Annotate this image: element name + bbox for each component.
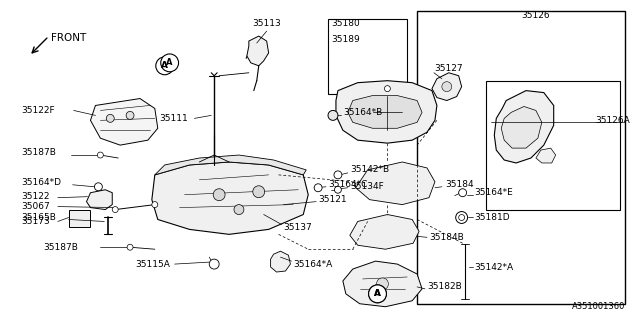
Polygon shape	[348, 96, 422, 128]
Circle shape	[213, 189, 225, 201]
Circle shape	[127, 244, 133, 250]
Polygon shape	[536, 148, 556, 163]
Circle shape	[376, 278, 388, 290]
Text: 35126: 35126	[521, 11, 550, 20]
Text: 35142*B: 35142*B	[350, 165, 389, 174]
Text: 35165B: 35165B	[21, 213, 56, 222]
Polygon shape	[247, 36, 269, 66]
Circle shape	[456, 212, 468, 223]
Circle shape	[334, 171, 342, 179]
Text: 35115A: 35115A	[135, 260, 170, 268]
Circle shape	[369, 285, 387, 303]
Circle shape	[335, 186, 341, 193]
Circle shape	[314, 184, 322, 192]
Polygon shape	[343, 261, 422, 307]
Polygon shape	[152, 162, 308, 234]
Text: 35142*A: 35142*A	[474, 263, 514, 272]
Text: FRONT: FRONT	[51, 33, 86, 43]
Text: 35164*B: 35164*B	[343, 108, 382, 117]
Text: 35126A: 35126A	[595, 116, 630, 125]
Bar	[328, 19, 407, 93]
Circle shape	[126, 111, 134, 119]
Text: 35181D: 35181D	[474, 213, 510, 222]
Text: 35187B: 35187B	[21, 148, 56, 156]
Text: 35122F: 35122F	[21, 106, 55, 115]
Text: 35111: 35111	[160, 114, 189, 123]
Circle shape	[459, 214, 465, 220]
Circle shape	[385, 86, 390, 92]
Text: 35182B: 35182B	[427, 282, 461, 292]
Text: 35180: 35180	[331, 19, 360, 28]
Polygon shape	[494, 91, 554, 163]
Text: 35173: 35173	[21, 217, 50, 226]
Polygon shape	[350, 214, 419, 249]
Text: 35113: 35113	[252, 19, 281, 28]
Circle shape	[106, 114, 114, 122]
Text: 35164*E: 35164*E	[474, 188, 513, 197]
Text: A351001360: A351001360	[572, 302, 625, 311]
Polygon shape	[86, 190, 112, 210]
Text: 35164*A: 35164*A	[293, 260, 333, 268]
Circle shape	[253, 186, 265, 198]
Circle shape	[234, 204, 244, 214]
Circle shape	[95, 183, 102, 191]
Text: 35067: 35067	[21, 202, 50, 211]
Circle shape	[161, 54, 179, 72]
Circle shape	[97, 152, 103, 158]
Polygon shape	[432, 73, 461, 100]
Text: A: A	[166, 58, 173, 67]
Bar	[68, 210, 90, 228]
Text: 35164*D: 35164*D	[21, 178, 61, 187]
Circle shape	[112, 207, 118, 212]
Circle shape	[442, 82, 452, 92]
Text: 35164*C: 35164*C	[328, 180, 367, 189]
Circle shape	[152, 202, 158, 208]
Text: 35137: 35137	[284, 223, 312, 232]
Polygon shape	[501, 107, 542, 148]
Polygon shape	[90, 99, 158, 145]
Text: 35189: 35189	[331, 35, 360, 44]
Polygon shape	[356, 162, 435, 204]
Polygon shape	[271, 251, 291, 272]
Text: 35122: 35122	[21, 192, 50, 201]
Text: 35127: 35127	[434, 64, 463, 73]
Text: A: A	[161, 61, 168, 70]
Text: A: A	[374, 289, 381, 298]
Circle shape	[156, 57, 173, 75]
Text: 35184B: 35184B	[429, 233, 464, 242]
Polygon shape	[336, 81, 437, 143]
Polygon shape	[155, 155, 307, 175]
Text: 35134F: 35134F	[350, 182, 383, 191]
Bar	[486, 81, 620, 210]
Text: A: A	[374, 289, 381, 298]
Circle shape	[209, 259, 219, 269]
Circle shape	[369, 285, 387, 303]
Text: 35187B: 35187B	[43, 243, 78, 252]
Text: 35121: 35121	[318, 195, 347, 204]
Bar	[417, 11, 625, 304]
Circle shape	[328, 110, 338, 120]
Text: 35184: 35184	[445, 180, 474, 189]
Circle shape	[459, 189, 467, 197]
